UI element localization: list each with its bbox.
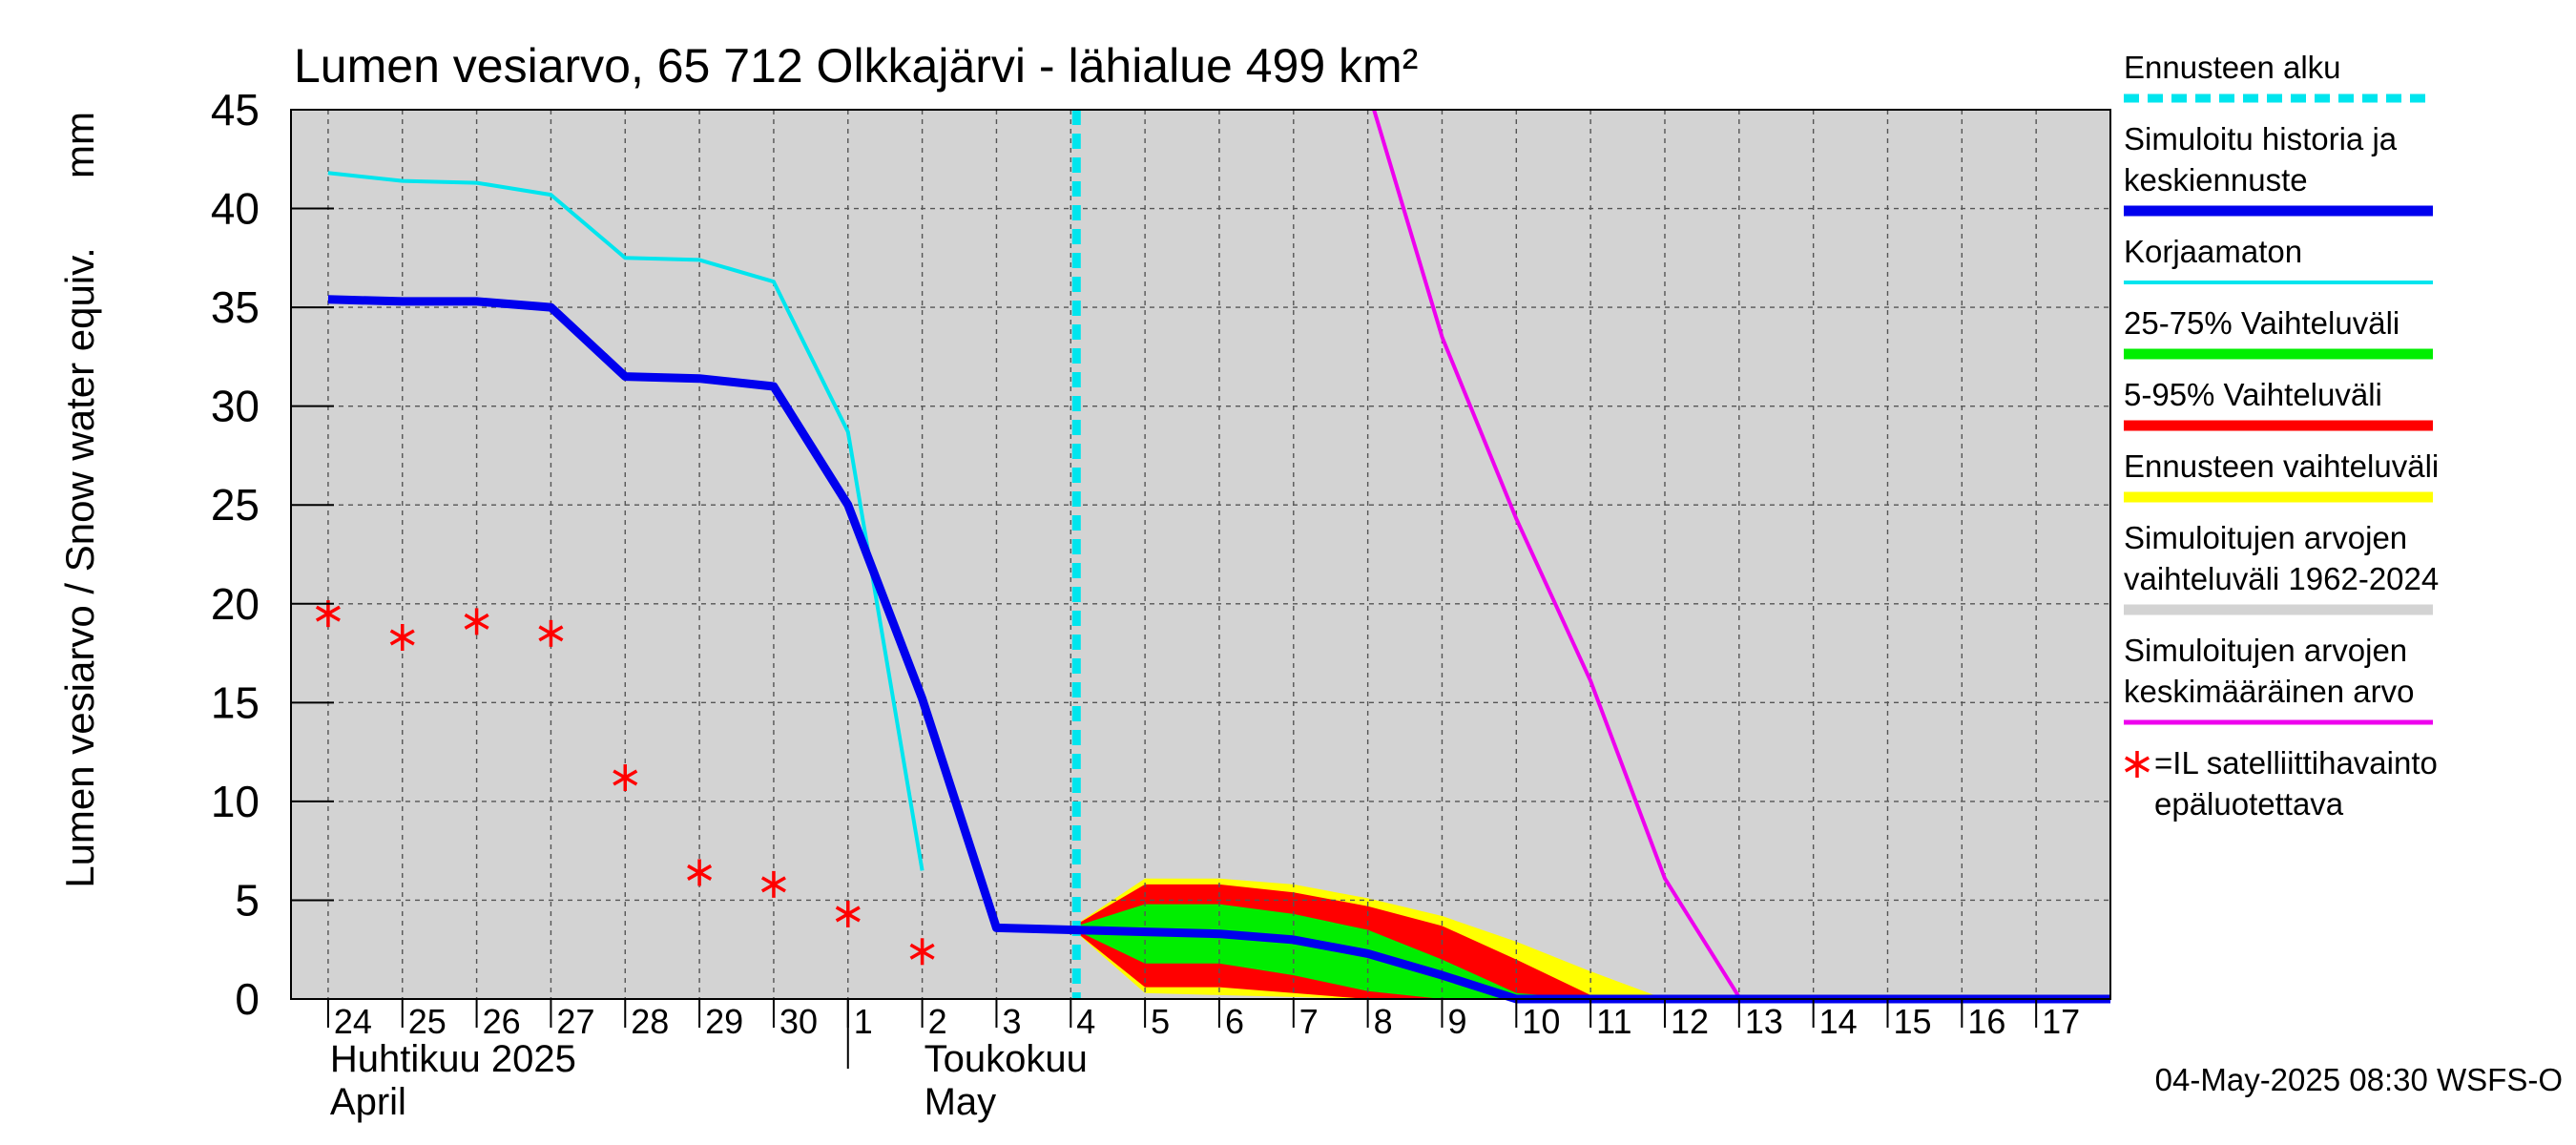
legend-item-8: =IL satelliittihavainto epäluotettava	[2125, 745, 2438, 822]
legend-item-4: 5-95% Vaihteluväli	[2124, 377, 2433, 431]
satellite-point	[687, 859, 713, 886]
y-tick-label: 25	[211, 480, 260, 530]
legend-label: Simuloitujen arvojen	[2124, 633, 2407, 668]
legend-label: Korjaamaton	[2124, 234, 2302, 269]
legend-label: keskiennuste	[2124, 162, 2308, 198]
band-3	[1070, 904, 1591, 999]
chart-title: Lumen vesiarvo, 65 712 Olkkajärvi - lähi…	[294, 39, 1418, 93]
legend-label: 5-95% Vaihteluväli	[2124, 377, 2382, 412]
plot-area	[290, 109, 2111, 1004]
x-tick-label: 10	[1522, 1002, 1560, 1041]
marker-layer	[315, 600, 935, 966]
x-tick-label: 1	[854, 1002, 873, 1041]
y-tick-label: 20	[211, 579, 260, 629]
legend-label: =IL satelliittihavainto	[2154, 745, 2438, 781]
legend-label: Simuloitu historia ja	[2124, 121, 2398, 156]
x-tick-label: 25	[408, 1002, 447, 1041]
x-tick-label: 9	[1447, 1002, 1466, 1041]
x-tick-label: 4	[1076, 1002, 1095, 1041]
satellite-point	[760, 870, 786, 898]
x-tick-label: 13	[1745, 1002, 1783, 1041]
series-line-1	[327, 171, 924, 871]
x-tick-label: 11	[1596, 1002, 1631, 1041]
month-label-en: April	[330, 1081, 406, 1123]
y-axis-label: Lumen vesiarvo / Snow water equiv.	[57, 247, 102, 888]
x-tick-label: 28	[631, 1002, 669, 1041]
x-tick-label: 2	[928, 1002, 947, 1041]
month-label: Huhtikuu 2025	[330, 1038, 576, 1080]
legend-item-7: Simuloitujen arvojen keskimääräinen arvo	[2124, 633, 2433, 725]
x-tick-label: 6	[1225, 1002, 1244, 1041]
y-axis-unit: mm	[57, 112, 102, 178]
y-tick-label: 15	[211, 677, 260, 727]
asterisk-stroke	[835, 906, 861, 923]
x-tick-label: 16	[1967, 1002, 2005, 1041]
asterisk-stroke	[2125, 756, 2150, 773]
x-tick-label: 3	[1002, 1002, 1021, 1041]
x-tick-label: 17	[2042, 1002, 2080, 1041]
asterisk-stroke	[315, 605, 341, 622]
legend: Ennusteen alku Simuloitu historia ja keski…	[2124, 50, 2439, 822]
y-tick-label: 40	[211, 184, 260, 234]
legend-item-3: 25-75% Vaihteluväli	[2124, 305, 2433, 360]
month-label: Toukokuu	[924, 1038, 1088, 1080]
asterisk-stroke	[909, 943, 935, 960]
y-axis: 0 5 10 15 20 25 30 35 40 45	[211, 85, 334, 1024]
asterisk-stroke	[687, 864, 713, 881]
x-tick-label: 5	[1151, 1002, 1170, 1041]
y-tick-label: 35	[211, 282, 260, 332]
satellite-point	[389, 623, 415, 651]
x-tick-label: 15	[1893, 1002, 1931, 1041]
satellite-point	[315, 600, 341, 628]
x-tick-label: 30	[779, 1002, 818, 1041]
x-tick-label: 26	[483, 1002, 521, 1041]
legend-item-5: Ennusteen vaihteluväli	[2124, 448, 2439, 503]
legend-label: Ennusteen vaihteluväli	[2124, 448, 2439, 484]
x-axis: 24 25 26 27 28 29 30 1 2 3 4 5 6 7 8 9 10 11 12 13 14 15 16 17H…	[326, 999, 2080, 1123]
legend-label: keskimääräinen arvo	[2124, 674, 2414, 709]
y-tick-label: 0	[235, 974, 260, 1024]
asterisk-stroke	[464, 613, 489, 630]
satellite-point	[835, 900, 861, 927]
satellite-point	[538, 619, 564, 647]
plot-frame	[290, 109, 2111, 1000]
asterisk-stroke	[613, 769, 638, 786]
y-tick-label: 45	[211, 85, 260, 135]
x-tick-label: 7	[1299, 1002, 1319, 1041]
y-tick-label: 30	[211, 382, 260, 431]
month-label-en: May	[924, 1081, 997, 1123]
y-tick-label: 10	[211, 777, 260, 826]
x-tick-label: 24	[334, 1002, 372, 1041]
satellite-point	[613, 764, 638, 792]
asterisk-stroke	[389, 629, 415, 646]
x-tick-label: 27	[556, 1002, 594, 1041]
plot-background	[291, 110, 2110, 999]
legend-label: 25-75% Vaihteluväli	[2124, 305, 2399, 341]
y-tick-label: 5	[235, 875, 260, 925]
satellite-point	[464, 608, 489, 635]
asterisk-stroke	[538, 625, 564, 642]
timestamp-footer: 04-May-2025 08:30 WSFS-O	[2155, 1062, 2563, 1097]
legend-label: vaihteluväli 1962-2024	[2124, 561, 2439, 596]
x-tick-label: 8	[1374, 1002, 1393, 1041]
legend-asterisk	[2125, 751, 2150, 778]
legend-label: epäluotettava	[2154, 786, 2344, 822]
legend-item-0: Ennusteen alku	[2124, 50, 2433, 103]
legend-label: Ennusteen alku	[2124, 50, 2341, 85]
legend-label: Simuloitujen arvojen	[2124, 520, 2407, 555]
x-tick-label: 29	[705, 1002, 743, 1041]
legend-item-6: Simuloitujen arvojen vaihteluväli 1962-20…	[2124, 520, 2439, 615]
asterisk-stroke	[760, 876, 786, 893]
legend-item-1: Simuloitu historia ja keskiennuste	[2124, 121, 2433, 217]
legend-item-2: Korjaamaton	[2124, 234, 2433, 284]
x-tick-label: 14	[1819, 1002, 1858, 1041]
grid-lines	[291, 110, 2110, 999]
satellite-point	[909, 938, 935, 966]
x-tick-label: 12	[1671, 1002, 1709, 1041]
